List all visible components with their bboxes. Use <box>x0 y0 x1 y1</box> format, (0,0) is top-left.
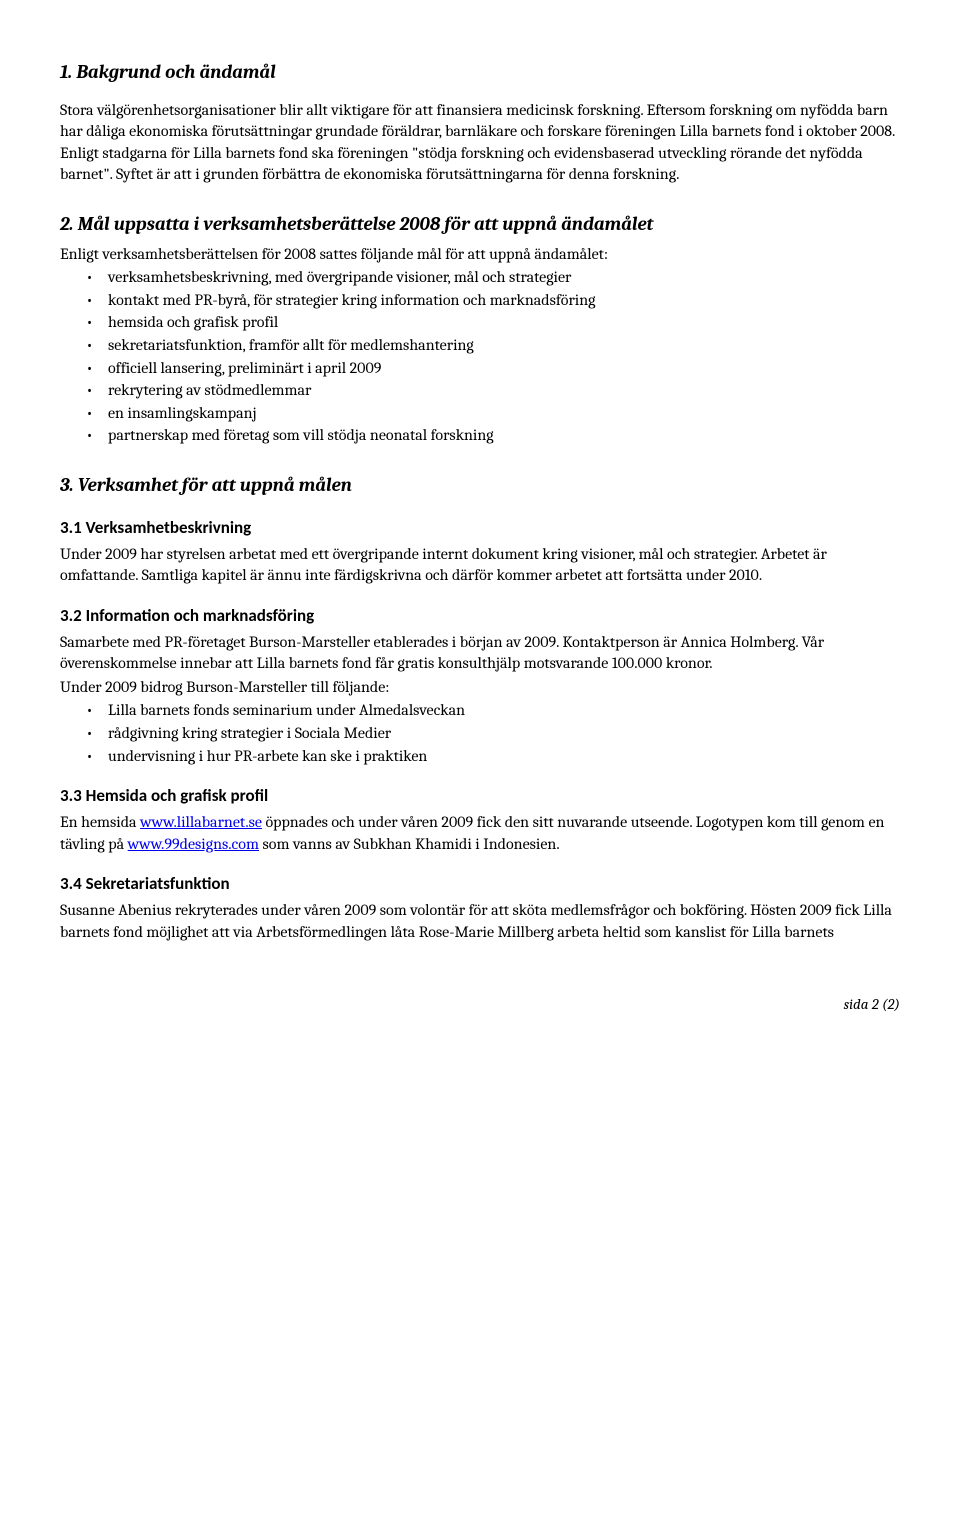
page-footer: sida 2 (2) <box>60 994 900 1014</box>
section-3-2-paragraph-1: Samarbete med PR-företaget Burson-Marste… <box>60 632 900 675</box>
section-3-4-paragraph: Susanne Abenius rekryterades under våren… <box>60 900 900 943</box>
text-fragment: En hemsida <box>60 813 140 831</box>
section-3-3-title: 3.3 Hemsida och grafisk profil <box>60 785 900 808</box>
link-99designs[interactable]: www.99designs.com <box>128 835 259 853</box>
list-item: hemsida och grafisk profil <box>108 312 900 334</box>
section-2-intro: Enligt verksamhetsberättelsen för 2008 s… <box>60 244 900 266</box>
section-3-2-list: Lilla barnets fonds seminarium under Alm… <box>60 700 900 767</box>
section-3-1-title: 3.1 Verksamhetbeskrivning <box>60 517 900 540</box>
list-item: en insamlingskampanj <box>108 403 900 425</box>
list-item: rekrytering av stödmedlemmar <box>108 380 900 402</box>
section-2-title: 2. Mål uppsatta i verksamhetsberättelse … <box>60 212 900 238</box>
section-3-title: 3. Verksamhet för att uppnå målen <box>60 473 900 499</box>
link-lillabarnet[interactable]: www.lillabarnet.se <box>140 813 262 831</box>
list-item: rådgivning kring strategier i Sociala Me… <box>108 723 900 745</box>
section-3-4-title: 3.4 Sekretariatsfunktion <box>60 873 900 896</box>
list-item: Lilla barnets fonds seminarium under Alm… <box>108 700 900 722</box>
list-item: officiell lansering, preliminärt i april… <box>108 358 900 380</box>
section-3-3-paragraph: En hemsida www.lillabarnet.se öppnades o… <box>60 812 900 855</box>
list-item: verksamhetsbeskrivning, med övergripande… <box>108 267 900 289</box>
section-3-2-title: 3.2 Information och marknadsföring <box>60 605 900 628</box>
section-1-title: 1. Bakgrund och ändamål <box>60 60 900 86</box>
section-2-list: verksamhetsbeskrivning, med övergripande… <box>60 267 900 447</box>
list-item: undervisning i hur PR-arbete kan ske i p… <box>108 746 900 768</box>
section-3-1-paragraph: Under 2009 har styrelsen arbetat med ett… <box>60 544 900 587</box>
list-item: partnerskap med företag som vill stödja … <box>108 425 900 447</box>
section-3-2-paragraph-2: Under 2009 bidrog Burson-Marsteller till… <box>60 677 900 699</box>
text-fragment: som vanns av Subkhan Khamidi i Indonesie… <box>259 835 560 853</box>
section-1-paragraph: Stora välgörenhetsorganisationer blir al… <box>60 100 900 186</box>
list-item: sekretariatsfunktion, framför allt för m… <box>108 335 900 357</box>
list-item: kontakt med PR-byrå, för strategier krin… <box>108 290 900 312</box>
